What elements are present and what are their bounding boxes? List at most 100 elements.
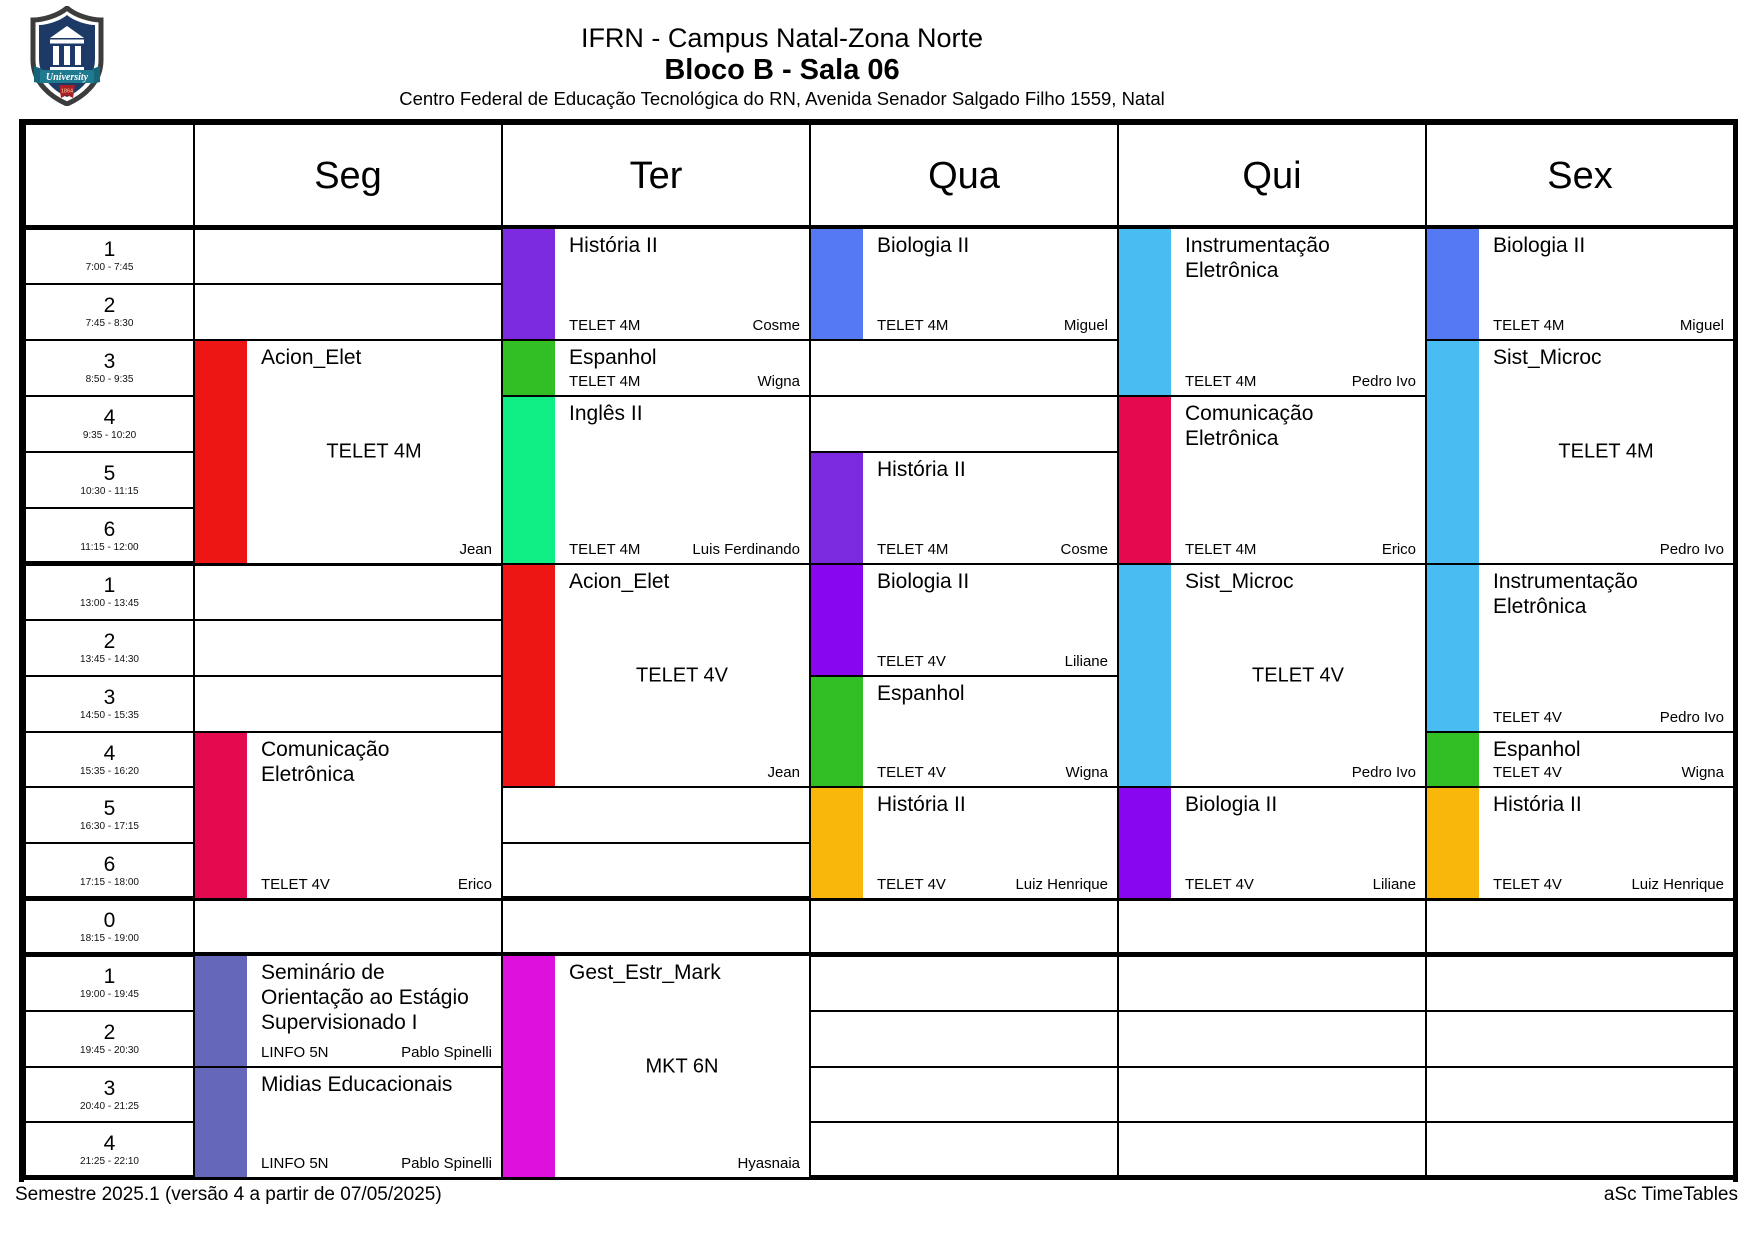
card-class-code: MKT 6N: [645, 1055, 719, 1077]
period-time: 13:45 - 14:30: [80, 654, 139, 665]
card-teacher: Cosme: [1060, 541, 1108, 558]
period-number: 4: [103, 741, 116, 765]
card-color-strip: [195, 341, 247, 563]
empty-cell: [193, 675, 503, 733]
card-teacher: Wigna: [1065, 764, 1108, 781]
day-header: Qui: [1117, 123, 1427, 229]
period-cell: 1 19:00 - 19:45: [24, 954, 195, 1012]
card-subject-title: Gest_Estr_Mark: [569, 961, 721, 984]
class-card: Acion_Elet TELET 4V Jean: [501, 563, 811, 788]
card-teacher: Luiz Henrique: [1015, 876, 1108, 893]
logo-year-ribbon: [59, 85, 75, 98]
card-bottom-row: TELET 4V Wigna: [877, 764, 1108, 782]
card-subject-title: Comunicação Eletrônica: [261, 738, 390, 786]
card-teacher: Erico: [457, 876, 492, 893]
period-time: 19:45 - 20:30: [80, 1045, 139, 1056]
footer-brand: aSc TimeTables: [1603, 1184, 1738, 1205]
card-color-strip: [195, 956, 247, 1066]
card-color-strip: [1427, 229, 1479, 339]
room-title: Bloco B - Sala 06: [664, 54, 900, 86]
card-subject-title: Instrumentação Eletrônica: [1493, 570, 1638, 618]
period-cell: 5 10:30 - 11:15: [24, 451, 195, 509]
card-color-strip: [195, 1068, 247, 1177]
period-cell: 6 17:15 - 18:00: [24, 842, 195, 900]
empty-cell: [809, 954, 1119, 1012]
card-bottom-row: TELET 4V Wigna: [1493, 764, 1724, 782]
period-number: 1: [103, 238, 116, 261]
period-time: 15:35 - 16:20: [80, 765, 139, 777]
card-subject-title: Espanhol: [877, 682, 965, 705]
empty-cell: [501, 842, 811, 900]
card-subject-title: Sist_Microc: [1493, 346, 1602, 369]
card-color-strip: [503, 956, 555, 1177]
period-cell: 2 13:45 - 14:30: [24, 619, 195, 677]
period-cell: 2 7:45 - 8:30: [24, 283, 195, 341]
card-teacher: Liliane: [1064, 653, 1108, 670]
card-class-code: TELET 4M: [877, 541, 949, 558]
empty-cell: [1425, 1121, 1735, 1179]
card-bottom-row: TELET 4V Pedro Ivo: [1493, 709, 1724, 727]
card-bottom-row: TELET 4V Liliane: [877, 653, 1108, 671]
card-subject-title: Espanhol: [1493, 738, 1581, 761]
card-color-strip: [503, 565, 555, 786]
period-time: 8:50 - 9:35: [85, 374, 134, 385]
page-title: IFRN - Campus Natal-Zona Norte: [580, 23, 984, 53]
period-cell: 2 19:45 - 20:30: [24, 1010, 195, 1068]
card-class-code: TELET 4V: [1185, 876, 1254, 893]
card-class-code: TELET 4V: [877, 653, 946, 670]
card-class-code: TELET 4M: [1185, 373, 1257, 390]
empty-cell: [809, 1121, 1119, 1179]
class-card: Biologia II TELET 4V Liliane: [1117, 786, 1427, 900]
period-cell: 4 9:35 - 10:20: [24, 395, 195, 453]
card-class-code: TELET 4M: [877, 317, 949, 334]
class-card: Comunicação Eletrônica TELET 4V Erico: [193, 731, 503, 900]
card-color-strip: [1427, 788, 1479, 898]
day-header: Sex: [1425, 123, 1735, 229]
card-bottom-row: TELET 4M Cosme: [569, 317, 800, 335]
class-card: Acion_Elet TELET 4M Jean: [193, 339, 503, 565]
card-class-code: TELET 4M: [1185, 541, 1257, 558]
card-bottom-row: TELET 4M Cosme: [877, 541, 1108, 559]
card-teacher: Liliane: [1372, 876, 1416, 893]
card-bottom-row: Hyasnaia: [569, 1155, 800, 1173]
card-bottom-row: Jean: [261, 541, 492, 559]
corner-cell: [24, 123, 195, 229]
class-card: Gest_Estr_Mark MKT 6N Hyasnaia: [501, 954, 811, 1179]
empty-cell: [193, 227, 503, 285]
period-cell: 4 21:25 - 22:10: [24, 1121, 195, 1179]
card-class-code: TELET 4M: [569, 541, 641, 558]
class-card: Instrumentação Eletrônica TELET 4M Pedro I…: [1117, 227, 1427, 397]
class-card: Midias Educacionais LINFO 5N Pablo Spinell…: [193, 1066, 503, 1179]
card-subject-title: Biologia II: [1493, 234, 1586, 257]
period-cell: 6 11:15 - 12:00: [24, 507, 195, 565]
card-bottom-row: TELET 4M Pedro Ivo: [1185, 373, 1416, 391]
card-color-strip: [811, 453, 863, 563]
card-class-code: TELET 4V: [1252, 664, 1344, 686]
class-card: Inglês II TELET 4M Luis Ferdinando: [501, 395, 811, 565]
period-cell: 3 8:50 - 9:35: [24, 339, 195, 397]
card-bottom-row: TELET 4M Erico: [1185, 541, 1416, 559]
period-number: 6: [103, 518, 116, 541]
card-class-code: TELET 4M: [1558, 440, 1654, 463]
period-number: 3: [103, 686, 116, 709]
card-subject-title: Acion_Elet: [261, 346, 362, 369]
card-bottom-row: Pedro Ivo: [1185, 764, 1416, 782]
logo-banner: [40, 70, 94, 83]
empty-cell: [1425, 1066, 1735, 1123]
empty-cell: [809, 1066, 1119, 1123]
period-number: 3: [103, 350, 116, 373]
card-teacher: Pedro Ivo: [1659, 541, 1724, 558]
card-teacher: Miguel: [1679, 317, 1724, 334]
class-card: Seminário de Orientação ao Estágio Super…: [193, 954, 503, 1068]
card-class-code: TELET 4M: [1493, 317, 1565, 334]
card-color-strip: [1119, 397, 1171, 563]
period-number: 0: [103, 909, 116, 932]
period-time: 20:40 - 21:25: [80, 1100, 139, 1112]
class-card: História II TELET 4V Luiz Henrique: [1425, 786, 1735, 900]
day-header: Seg: [193, 123, 503, 229]
period-number: 2: [103, 294, 116, 317]
empty-cell: [809, 395, 1119, 453]
card-subject-title: Sist_Microc: [1185, 570, 1294, 593]
card-teacher: Hyasnaia: [737, 1155, 800, 1172]
period-time: 9:35 - 10:20: [82, 430, 137, 441]
